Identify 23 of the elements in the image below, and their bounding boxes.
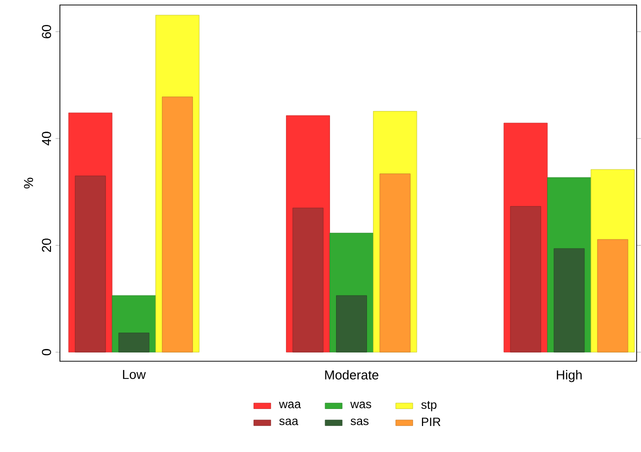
bar [162,96,193,352]
bar [554,248,585,352]
y-tick-label: 0 [42,349,52,356]
bar [597,239,628,352]
x-tick-label: Moderate [325,370,378,380]
bar [380,174,410,352]
bar [292,208,324,352]
x-tick-label: High [556,370,582,382]
y-tick-label: 60 [42,24,52,38]
bar [74,176,106,352]
y-axis-title: % [24,178,34,188]
legend-label: saa [279,418,298,426]
legend-label: stp [421,401,436,412]
x-tick-label: Low [123,370,146,380]
y-tick-label: 20 [42,238,52,252]
legend-label: sas [350,418,369,426]
bar [336,295,367,352]
legend-label: PIR [422,418,440,426]
y-tick-label: 40 [42,132,52,146]
bar [118,332,150,352]
legend-label: was [350,402,372,408]
bar [510,206,542,352]
legend-label: waa [278,402,301,408]
